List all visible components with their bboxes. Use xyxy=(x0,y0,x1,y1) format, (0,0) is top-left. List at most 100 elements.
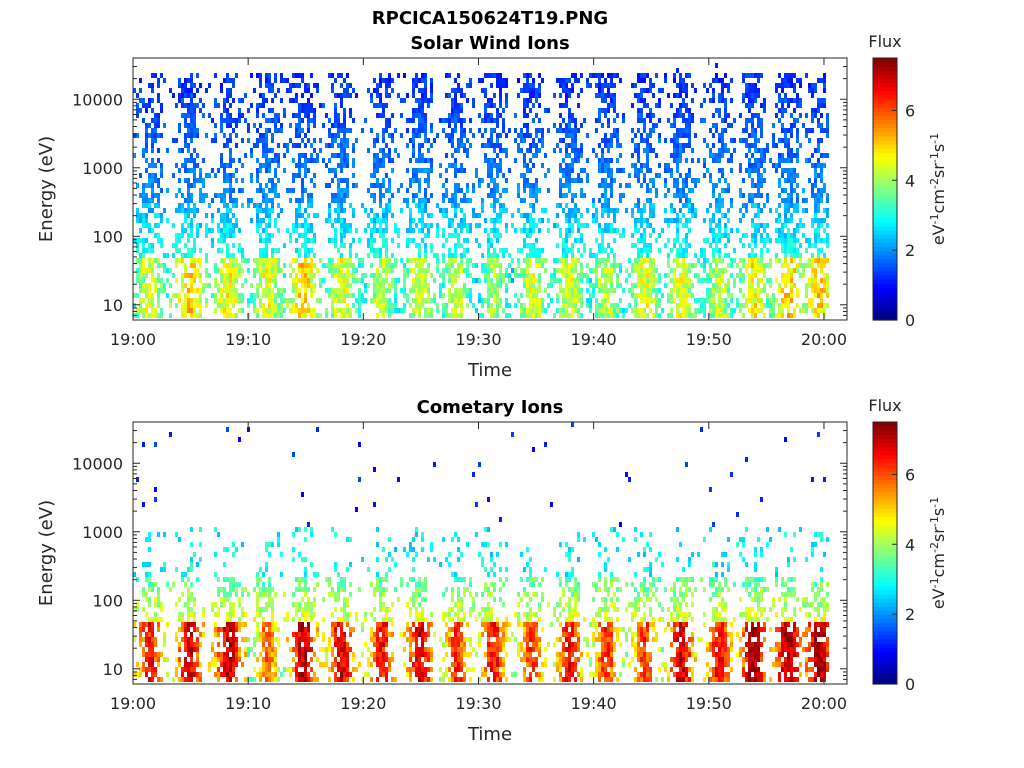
heatmap-cell xyxy=(196,128,199,133)
heatmap-cell xyxy=(244,258,247,263)
heatmap-cell xyxy=(241,298,244,303)
heatmap-cell xyxy=(580,303,583,308)
heatmap-cell xyxy=(382,213,385,218)
heatmap-cell xyxy=(193,168,196,173)
heatmap-cell xyxy=(721,233,724,238)
heatmap-cell xyxy=(568,298,571,303)
heatmap-cell xyxy=(721,168,724,173)
heatmap-cell xyxy=(613,218,616,223)
heatmap-cell xyxy=(787,203,790,208)
heatmap-cell xyxy=(607,213,610,218)
heatmap-cell xyxy=(223,143,226,148)
heatmap-cell xyxy=(340,243,343,248)
heatmap-cell xyxy=(538,253,541,258)
heatmap-cell xyxy=(766,303,769,308)
heatmap-cell xyxy=(544,308,547,313)
heatmap-cell xyxy=(505,153,508,158)
heatmap-cell xyxy=(184,298,187,303)
heatmap-cell xyxy=(658,138,661,143)
heatmap-cell xyxy=(433,138,436,143)
heatmap-cell xyxy=(529,83,532,88)
heatmap-cell xyxy=(607,138,610,143)
heatmap-cell xyxy=(673,273,676,278)
heatmap-cell xyxy=(337,198,340,203)
heatmap-cell xyxy=(592,203,595,208)
heatmap-cell xyxy=(760,173,763,178)
heatmap-cell xyxy=(607,88,610,93)
heatmap-cell xyxy=(355,183,358,188)
heatmap-cell xyxy=(211,168,214,173)
heatmap-cell xyxy=(529,303,532,308)
heatmap-cell xyxy=(190,223,193,228)
heatmap-cell xyxy=(277,163,280,168)
heatmap-cell xyxy=(226,73,229,78)
heatmap-cell xyxy=(376,228,379,233)
heatmap-cell xyxy=(289,298,292,303)
heatmap-cell xyxy=(709,313,712,318)
heatmap-cell xyxy=(469,258,472,263)
heatmap-cell xyxy=(199,313,202,318)
heatmap-cell xyxy=(682,268,685,273)
heatmap-cell xyxy=(607,223,610,228)
heatmap-cell xyxy=(271,118,274,123)
heatmap-cell xyxy=(763,153,766,158)
heatmap-cell xyxy=(385,308,388,313)
heatmap-cell xyxy=(382,108,385,113)
heatmap-cell xyxy=(655,288,658,293)
heatmap-cell xyxy=(817,78,820,83)
heatmap-cell xyxy=(457,238,460,243)
heatmap-cell xyxy=(493,293,496,298)
heatmap-cell xyxy=(580,233,583,238)
heatmap-cell xyxy=(445,118,448,123)
heatmap-cell xyxy=(361,278,364,283)
heatmap-cell xyxy=(601,243,604,248)
heatmap-cell xyxy=(607,108,610,113)
heatmap-cell xyxy=(301,118,304,123)
heatmap-cell xyxy=(457,118,460,123)
heatmap-cell xyxy=(391,238,394,243)
heatmap-cell xyxy=(172,253,175,258)
heatmap-cell xyxy=(232,293,235,298)
heatmap-cell xyxy=(382,153,385,158)
heatmap-cell xyxy=(712,283,715,288)
heatmap-cell xyxy=(253,258,256,263)
heatmap-cell xyxy=(784,98,787,103)
heatmap-cell xyxy=(229,178,232,183)
heatmap-cell xyxy=(487,173,490,178)
heatmap-cell xyxy=(265,278,268,283)
heatmap-cell xyxy=(739,163,742,168)
heatmap-cell xyxy=(517,93,520,98)
heatmap-cell xyxy=(199,223,202,228)
heatmap-cell xyxy=(412,133,415,138)
heatmap-cell xyxy=(412,108,415,113)
heatmap-cell xyxy=(157,113,160,118)
heatmap-cell xyxy=(634,313,637,318)
heatmap-cell xyxy=(388,303,391,308)
heatmap-cell xyxy=(340,103,343,108)
heatmap-cell xyxy=(253,303,256,308)
heatmap-cell xyxy=(589,248,592,253)
heatmap-cell xyxy=(712,303,715,308)
heatmap-cell xyxy=(388,118,391,123)
heatmap-cell xyxy=(265,133,268,138)
heatmap-cell xyxy=(430,88,433,93)
heatmap-cell xyxy=(439,118,442,123)
heatmap-cell xyxy=(823,98,826,103)
heatmap-cell xyxy=(391,138,394,143)
heatmap-cell xyxy=(808,178,811,183)
heatmap-cell xyxy=(679,283,682,288)
heatmap-cell xyxy=(418,228,421,233)
heatmap-cell xyxy=(430,163,433,168)
heatmap-cell xyxy=(739,138,742,143)
heatmap-cell xyxy=(178,128,181,133)
heatmap-cell xyxy=(232,243,235,248)
heatmap-cell xyxy=(532,303,535,308)
heatmap-cell xyxy=(595,128,598,133)
heatmap-cell xyxy=(727,83,730,88)
heatmap-cell xyxy=(541,208,544,213)
heatmap-cell xyxy=(595,273,598,278)
heatmap-cell xyxy=(268,288,271,293)
heatmap-cell xyxy=(751,88,754,93)
heatmap-cell xyxy=(331,153,334,158)
heatmap-cell xyxy=(454,278,457,283)
